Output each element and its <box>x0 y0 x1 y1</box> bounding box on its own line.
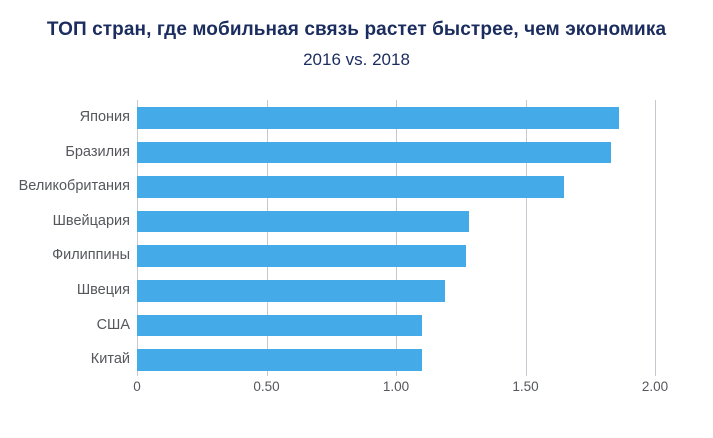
gridline <box>266 100 268 370</box>
bar <box>137 210 469 233</box>
bar <box>137 349 422 371</box>
bar <box>137 245 466 267</box>
category-label: Швеция <box>76 282 130 298</box>
bar <box>137 176 565 198</box>
axis-tick <box>396 370 397 376</box>
category-label: США <box>96 316 130 333</box>
axis-tick <box>137 370 138 376</box>
x-tick-label: 0 <box>133 379 141 394</box>
plot-area: 0 0.50 1.00 1.50 2.00 Япония Бразилия Великобри… <box>0 100 713 410</box>
bar <box>137 280 446 302</box>
chart-subtitle: 2016 vs. 2018 <box>303 50 410 69</box>
gridline <box>655 100 656 370</box>
x-tick-label: 1.50 <box>512 379 539 394</box>
category-label: Китай <box>90 351 130 368</box>
axis-tick <box>525 370 527 376</box>
x-tick-label: 1.00 <box>382 379 410 394</box>
bar <box>137 107 619 129</box>
x-tick-label: 2.00 <box>641 379 669 394</box>
category-label: Бразилия <box>65 143 130 160</box>
category-label: Великобритания <box>18 178 130 195</box>
gridline <box>525 100 527 370</box>
bar <box>137 314 422 337</box>
category-label: Филиппины <box>52 247 130 264</box>
gridline <box>137 100 138 370</box>
axis-tick <box>266 370 268 376</box>
gridline <box>396 100 397 370</box>
chart-title: ТОП стран, где мобильная связь растет бы… <box>46 19 667 40</box>
category-label: Швейцария <box>52 212 130 229</box>
x-tick-label: 0.50 <box>253 379 280 394</box>
bar <box>137 141 611 164</box>
axis-tick <box>655 370 656 376</box>
category-label: Япония <box>79 109 130 125</box>
